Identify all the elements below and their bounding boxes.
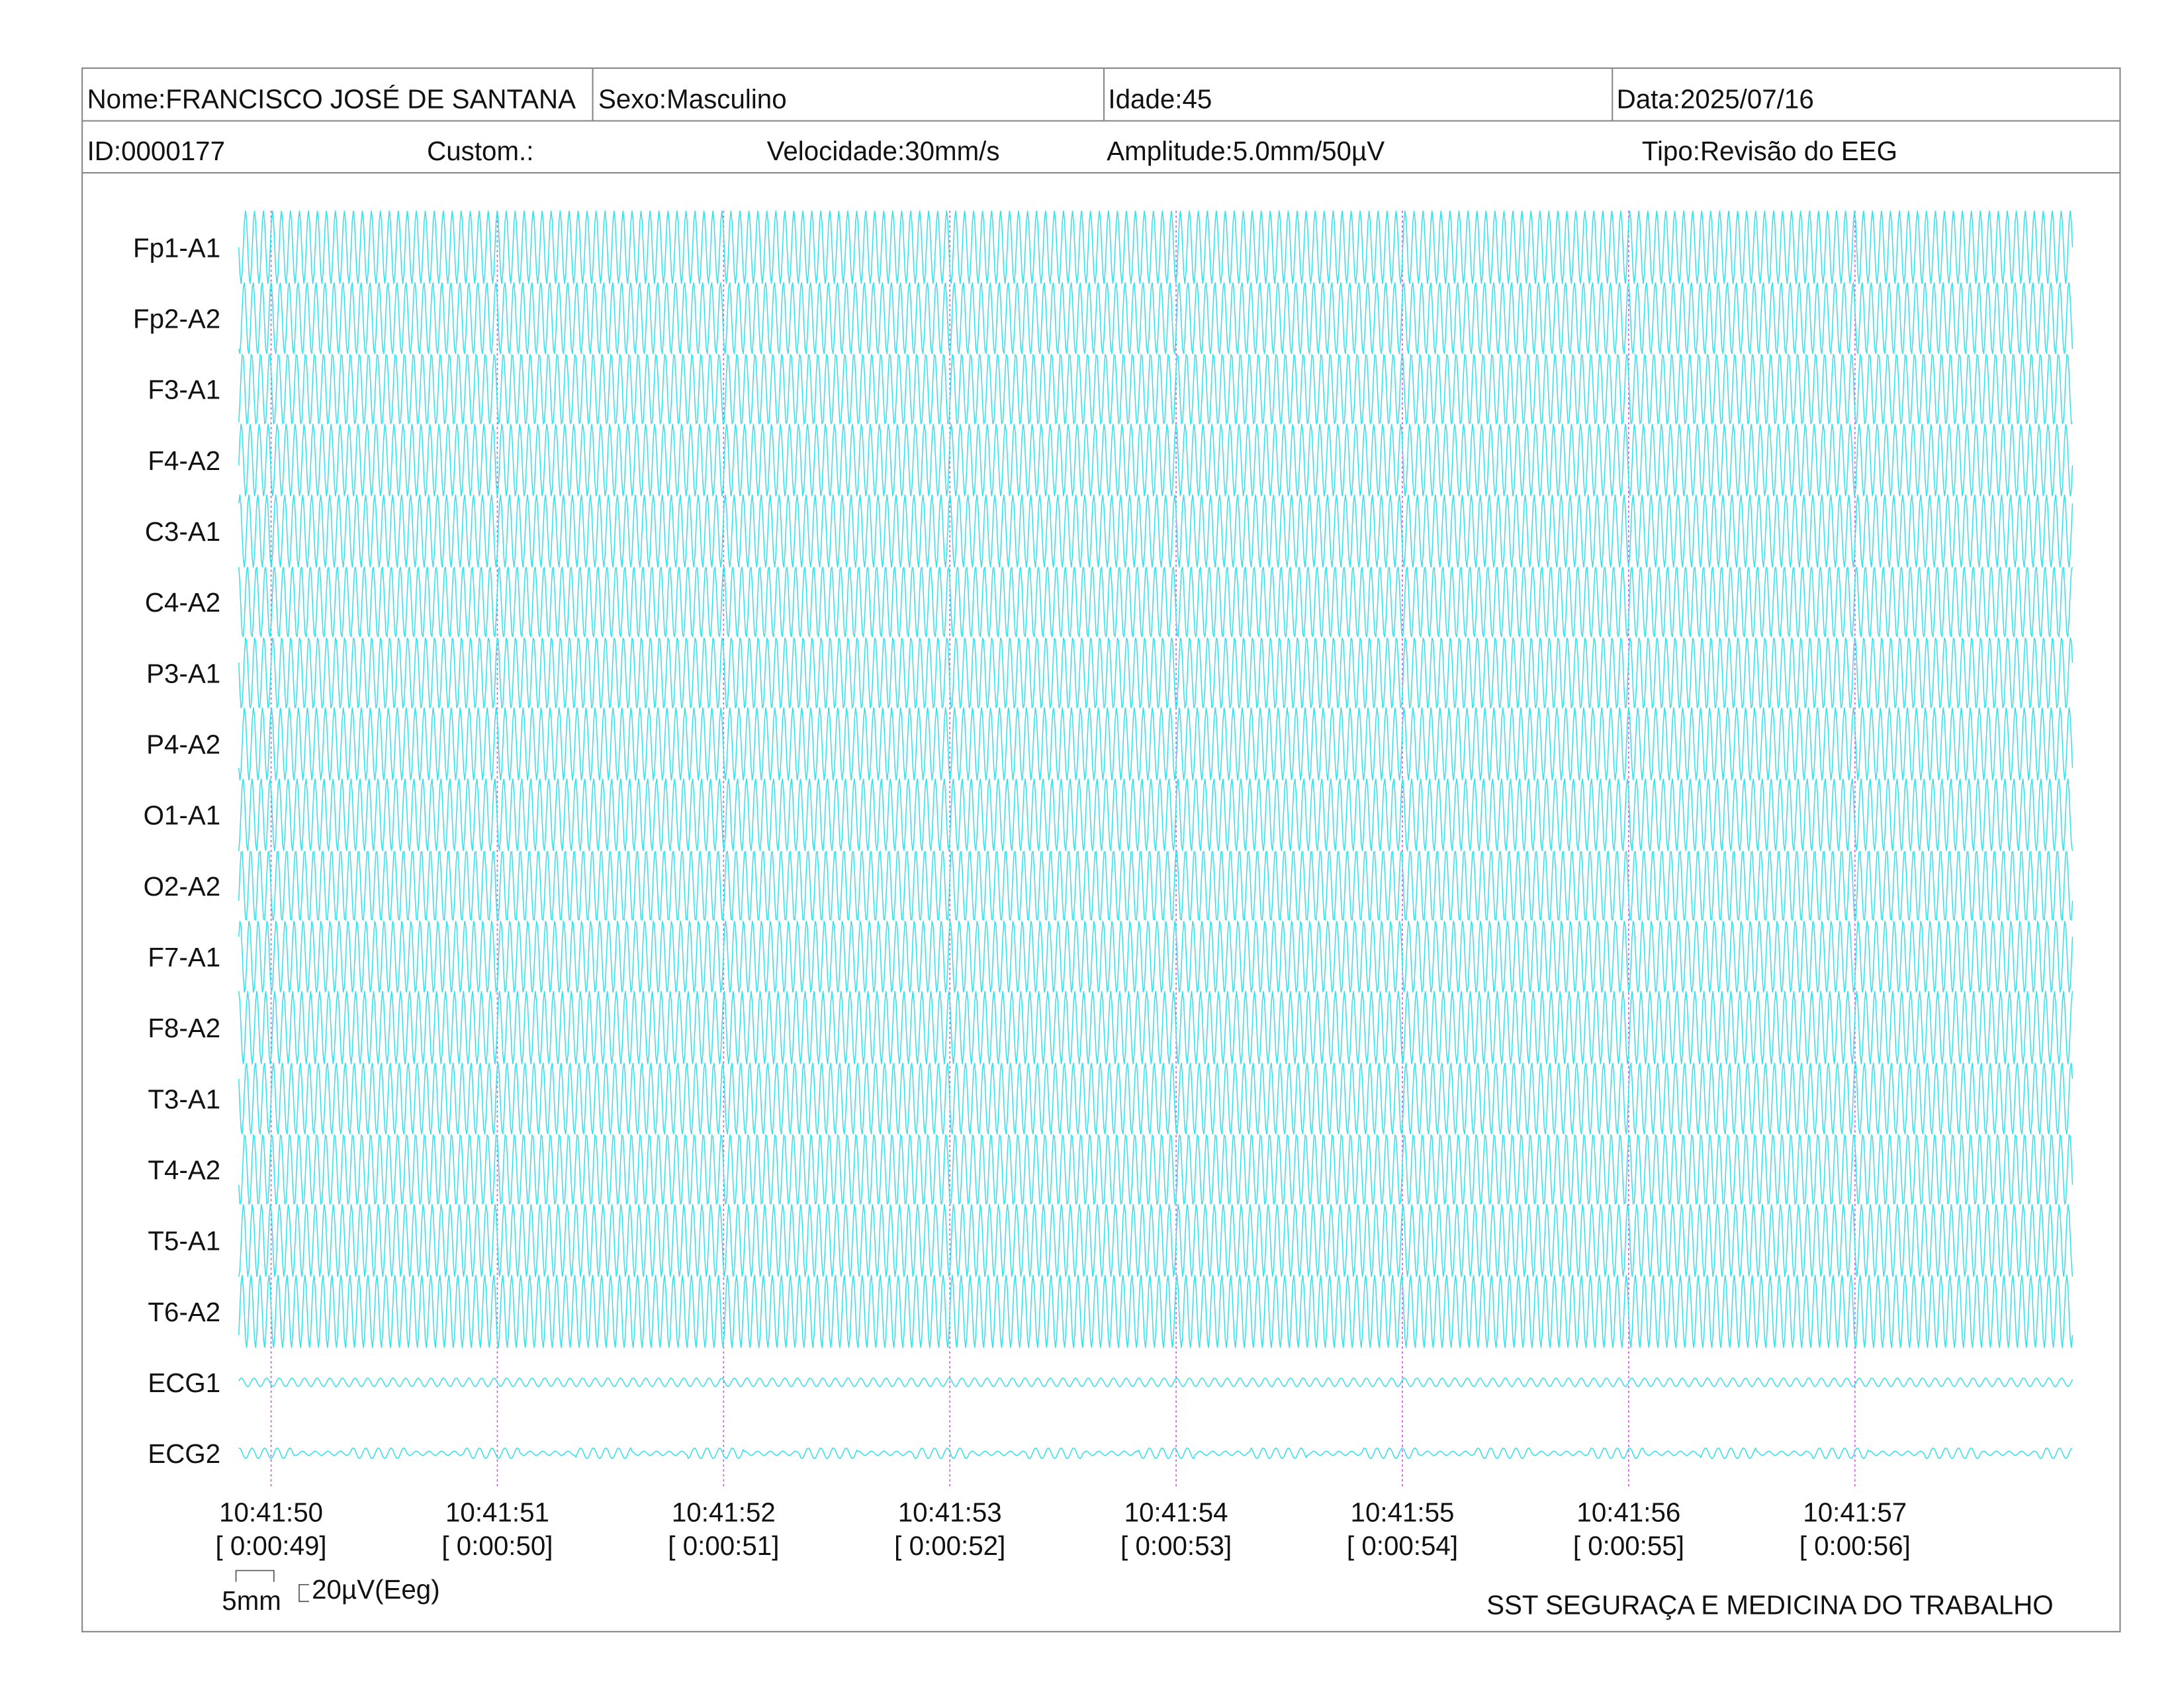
channel-label: T3-A1 xyxy=(148,1084,220,1114)
time-label: 10:41:57 xyxy=(1803,1497,1907,1527)
eeg-trace xyxy=(238,1204,2073,1277)
elapsed-label: [ 0:00:51] xyxy=(668,1530,779,1561)
eeg-trace xyxy=(238,1134,2073,1205)
eeg-trace xyxy=(238,637,2073,708)
channel-label: C3-A1 xyxy=(145,516,220,547)
elapsed-label: [ 0:00:50] xyxy=(441,1530,553,1561)
time-scale: 5mm xyxy=(222,1585,281,1616)
channel-label: F8-A2 xyxy=(148,1013,220,1043)
patient-name: Nome:FRANCISCO JOSÉ DE SANTANA xyxy=(87,83,576,114)
patient-sex: Sexo:Masculino xyxy=(598,83,787,114)
channel-label: T5-A1 xyxy=(148,1226,220,1256)
elapsed-label: [ 0:00:56] xyxy=(1799,1530,1911,1561)
elapsed-label: [ 0:00:54] xyxy=(1347,1530,1458,1561)
eeg-trace xyxy=(238,851,2073,921)
eeg-trace xyxy=(238,707,2073,780)
channel-label: ECG1 xyxy=(148,1368,220,1398)
amplitude-scale: 20µV(Eeg) xyxy=(312,1574,440,1605)
channel-label: T6-A2 xyxy=(148,1297,220,1327)
elapsed-label: [ 0:00:49] xyxy=(216,1530,327,1561)
elapsed-label: [ 0:00:53] xyxy=(1120,1530,1232,1561)
time-label: 10:41:56 xyxy=(1576,1497,1680,1527)
custom: Custom.: xyxy=(427,136,533,166)
eeg-trace xyxy=(238,353,2073,425)
eeg-trace xyxy=(238,494,2073,568)
exam-type: Tipo:Revisão do EEG xyxy=(1642,136,1897,166)
elapsed-label: [ 0:00:52] xyxy=(894,1530,1005,1561)
footer: SST SEGURAÇA E MEDICINA DO TRABALHO xyxy=(1486,1589,2053,1620)
eeg-trace xyxy=(238,921,2073,993)
eeg-trace xyxy=(238,282,2073,354)
time-label: 10:41:53 xyxy=(898,1497,1002,1527)
speed: Velocidade:30mm/s xyxy=(767,136,1000,166)
frame xyxy=(81,67,2121,1632)
channel-label: F3-A1 xyxy=(148,375,220,405)
channel-label: T4-A2 xyxy=(148,1155,220,1186)
eeg-trace xyxy=(238,424,2073,496)
eeg-trace xyxy=(238,1062,2073,1135)
channel-label: Fp1-A1 xyxy=(133,232,220,263)
patient-age: Idade:45 xyxy=(1108,83,1212,114)
channel-label: Fp2-A2 xyxy=(133,304,220,334)
patient-id: ID:0000177 xyxy=(87,136,225,166)
elapsed-label: [ 0:00:55] xyxy=(1573,1530,1684,1561)
eeg-trace xyxy=(238,567,2073,637)
eeg-trace xyxy=(238,778,2073,851)
channel-label: P3-A1 xyxy=(146,658,220,688)
channel-label: P4-A2 xyxy=(146,729,220,760)
channel-label: ECG2 xyxy=(148,1438,220,1469)
channel-label: F7-A1 xyxy=(148,942,220,972)
eeg-trace xyxy=(238,1447,2073,1460)
channel-label: O1-A1 xyxy=(144,800,221,831)
eeg-trace xyxy=(238,211,2073,284)
amplitude-scale-bar xyxy=(298,1583,309,1603)
channel-label: C4-A2 xyxy=(145,587,220,618)
exam-date: Data:2025/07/16 xyxy=(1617,83,1814,114)
channel-label: O2-A2 xyxy=(144,871,221,902)
time-label: 10:41:54 xyxy=(1124,1497,1228,1527)
eeg-trace xyxy=(238,1377,2073,1387)
time-label: 10:41:52 xyxy=(672,1497,776,1527)
eeg-trace xyxy=(238,1274,2073,1348)
eeg-trace xyxy=(238,991,2073,1064)
amplitude: Amplitude:5.0mm/50µV xyxy=(1107,136,1385,166)
time-label: 10:41:55 xyxy=(1351,1497,1455,1527)
time-scale-bar xyxy=(235,1570,275,1582)
time-label: 10:41:51 xyxy=(445,1497,549,1527)
time-label: 10:41:50 xyxy=(219,1497,323,1527)
channel-label: F4-A2 xyxy=(148,445,220,476)
